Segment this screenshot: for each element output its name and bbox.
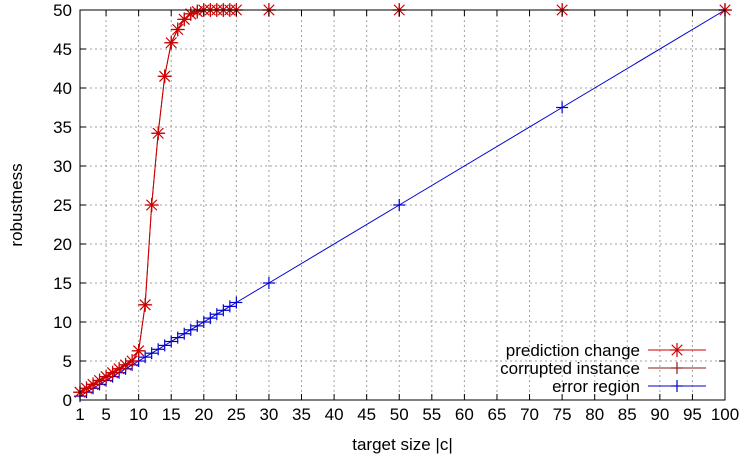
x-tick-label: 25 xyxy=(227,405,246,424)
data-point xyxy=(144,198,159,212)
x-tick-label: 90 xyxy=(650,405,669,424)
data-point xyxy=(177,12,192,27)
x-tick-label: 30 xyxy=(259,405,278,424)
legend-item: corrupted instance xyxy=(500,359,706,378)
series-line xyxy=(79,9,725,393)
data-point xyxy=(165,335,178,348)
x-tick-label: 70 xyxy=(520,405,539,424)
x-tick-label: 50 xyxy=(390,405,409,424)
series-line xyxy=(79,9,725,393)
axis-ticks: 1 5 10 15 20 25 30 35 40 45 50 55 60 65 70 75 80 85 90 95 10… xyxy=(53,1,739,424)
y-tick-label: 5 xyxy=(63,352,72,371)
data-point xyxy=(230,296,243,309)
x-tick-label: 15 xyxy=(162,405,181,424)
x-tick-label: 75 xyxy=(553,405,572,424)
data-point xyxy=(217,304,230,317)
legend-marker xyxy=(671,380,683,392)
x-tick-label: 35 xyxy=(292,405,311,424)
legend-label: error region xyxy=(552,377,640,396)
legend-label: corrupted instance xyxy=(500,359,640,378)
x-tick-label: 45 xyxy=(357,405,376,424)
x-tick-label: 55 xyxy=(422,405,441,424)
x-tick-label: 10 xyxy=(129,405,148,424)
data-point xyxy=(152,343,165,356)
data-point xyxy=(164,35,179,50)
data-point xyxy=(556,101,569,114)
data-point xyxy=(125,354,140,368)
data-point xyxy=(178,327,191,340)
legend-item: error region xyxy=(552,377,706,396)
data-point xyxy=(138,297,153,312)
series-corrupted-instance xyxy=(74,4,731,399)
x-tick-label: 85 xyxy=(618,405,637,424)
data-point xyxy=(393,199,406,211)
y-tick-label: 25 xyxy=(53,196,72,215)
data-point xyxy=(151,126,166,141)
data-point xyxy=(197,316,210,328)
data-point xyxy=(158,339,171,352)
data-point xyxy=(210,308,223,321)
data-point xyxy=(170,22,185,37)
x-tick-label: 60 xyxy=(455,405,474,424)
y-tick-label: 15 xyxy=(53,274,72,293)
data-point xyxy=(171,331,184,344)
x-tick-label: 100 xyxy=(711,405,739,424)
series-prediction-change xyxy=(73,3,732,400)
y-tick-label: 30 xyxy=(53,157,72,176)
y-axis-label: robustness xyxy=(7,163,26,246)
legend-label: prediction change xyxy=(506,341,640,360)
y-tick-label: 45 xyxy=(53,40,72,59)
y-tick-label: 0 xyxy=(63,391,72,410)
legend-marker xyxy=(671,362,683,374)
y-tick-label: 35 xyxy=(53,118,72,137)
y-tick-label: 20 xyxy=(53,235,72,254)
data-point xyxy=(139,351,152,364)
x-tick-label: 20 xyxy=(194,405,213,424)
grid xyxy=(79,9,726,401)
data-point xyxy=(223,300,236,313)
data-point xyxy=(191,319,204,332)
data-point xyxy=(184,323,197,336)
x-tick-label: 1 xyxy=(75,405,84,424)
data-point xyxy=(145,347,158,360)
x-tick-label: 5 xyxy=(101,405,110,424)
data-point xyxy=(118,357,133,372)
legend-item: prediction change xyxy=(506,341,706,360)
data-point xyxy=(204,312,217,325)
x-tick-label: 80 xyxy=(585,405,604,424)
x-tick-label: 40 xyxy=(325,405,344,424)
y-tick-label: 40 xyxy=(53,79,72,98)
data-point xyxy=(131,343,146,358)
data-point xyxy=(157,69,172,84)
y-tick-label: 50 xyxy=(53,1,72,20)
data-point xyxy=(190,4,205,19)
x-axis-label: target size |c| xyxy=(352,435,452,454)
x-tick-label: 65 xyxy=(488,405,507,424)
y-tick-label: 10 xyxy=(53,313,72,332)
data-point xyxy=(262,277,275,289)
legend-marker xyxy=(670,343,684,357)
x-tick-label: 95 xyxy=(683,405,702,424)
